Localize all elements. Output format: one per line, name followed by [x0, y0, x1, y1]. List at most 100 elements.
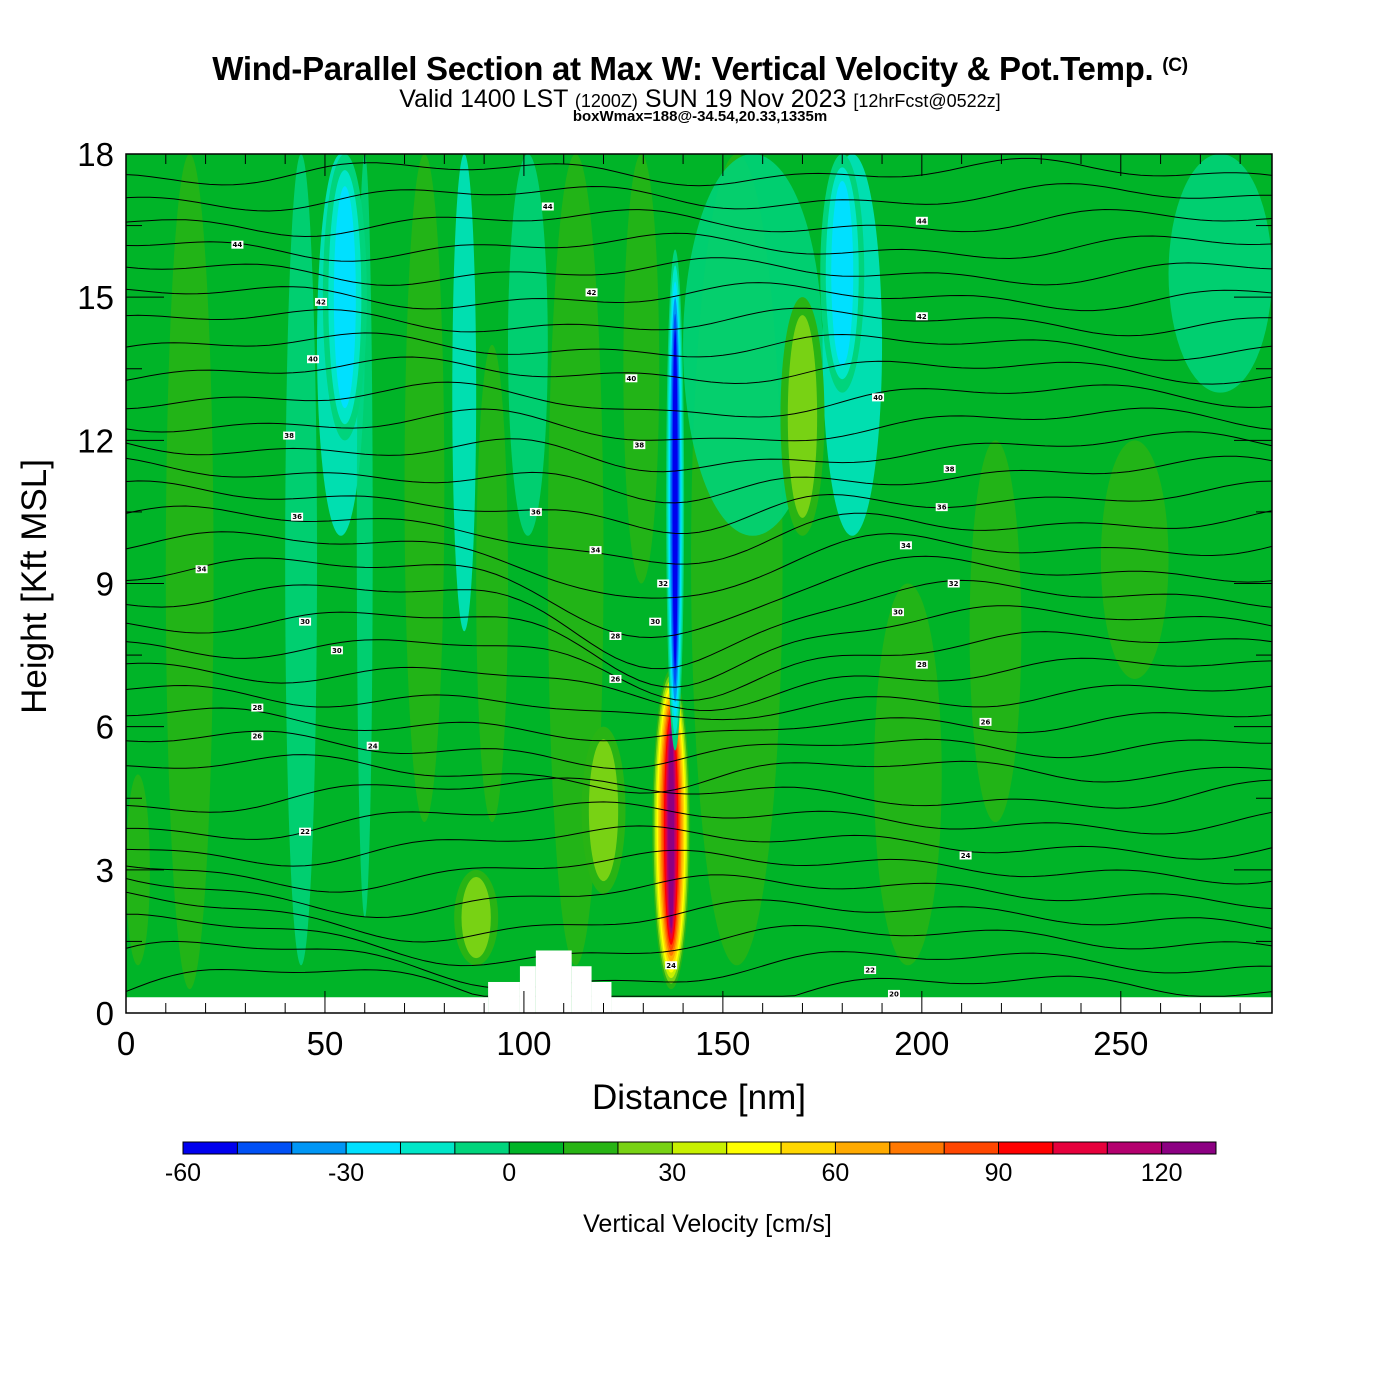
w-feature-2-level-2	[787, 315, 818, 518]
colorbar-swatch	[183, 1142, 238, 1154]
contour-label-bg	[864, 966, 877, 975]
theta-contour	[125, 407, 1273, 442]
theta-contour	[125, 968, 1273, 997]
colorbar-tick-label: 90	[985, 1159, 1013, 1187]
theta-contour	[125, 684, 1273, 721]
contour-label-bg	[299, 617, 312, 626]
theta-contour	[125, 707, 1273, 742]
y-axis-label: Height [Kft MSL]	[15, 459, 54, 714]
w-band-0	[165, 154, 214, 990]
contour-label-bg	[915, 660, 928, 669]
theta-contour	[125, 531, 1273, 599]
contour-label: 30	[300, 618, 310, 626]
contour-label-bg	[665, 961, 678, 970]
theta-contour	[125, 183, 1272, 212]
x-tick-label: 0	[117, 1025, 135, 1062]
colorbar-tick-label: 120	[1141, 1159, 1183, 1187]
chart-subtitle: Valid 1400 LST (1200Z) SUN 19 Nov 2023 […	[399, 85, 1001, 113]
theta-contour	[125, 657, 1273, 712]
colorbar-label: Vertical Velocity [cm/s]	[583, 1210, 832, 1238]
w-band-4	[404, 154, 445, 823]
contour-label-bg	[251, 703, 264, 712]
w-feature-5-level-3	[831, 180, 854, 366]
w-band-13	[969, 440, 1022, 823]
contour-label-bg	[609, 631, 622, 640]
w-feature-1-level-6	[672, 329, 678, 670]
theta-contour	[125, 825, 1273, 867]
theta-contour	[125, 605, 1273, 688]
plot-area: 44 44 44 42 42 42 40 40 40 38 38 38 36 36 36 34 34 34 32 32…	[125, 154, 1273, 1013]
contour-label-bg	[649, 617, 662, 626]
theta-contour	[125, 307, 1273, 337]
colorbar-swatch	[889, 1142, 945, 1154]
contour-label-bg	[529, 507, 542, 516]
contour-label: 38	[634, 442, 644, 450]
chart-title: Wind-Parallel Section at Max W: Vertical…	[212, 50, 1188, 87]
colorbar-swatch	[672, 1142, 728, 1154]
theta-contour	[125, 232, 1273, 262]
colorbar-swatch	[726, 1142, 782, 1154]
terrain-block	[519, 966, 536, 1013]
w-feature-4-level-3	[333, 186, 356, 409]
contour-label: 34	[901, 542, 911, 550]
contour-label-bg	[330, 646, 343, 655]
contour-label: 26	[252, 733, 262, 741]
contour-label: 30	[332, 647, 342, 655]
contour-label: 26	[611, 675, 621, 683]
contour-label-bg	[915, 312, 928, 321]
theta-contour	[125, 381, 1273, 418]
theta-contour	[125, 455, 1273, 504]
colorbar-tick-label: 60	[822, 1159, 850, 1187]
contour-label-bg	[314, 297, 327, 306]
w-feature-0-level-12	[668, 730, 675, 929]
contour-label-bg	[195, 565, 208, 574]
contour-label-bg	[291, 512, 304, 521]
contour-label-bg	[947, 579, 960, 588]
x-tick-label: 50	[307, 1025, 344, 1062]
w-feature-6-level-2	[461, 876, 491, 959]
colorbar-swatch	[346, 1142, 401, 1154]
colorbar-swatch	[835, 1142, 891, 1154]
theta-contour	[125, 282, 1273, 312]
terrain-block	[591, 981, 612, 1013]
theta-contours	[125, 157, 1273, 997]
contour-label: 24	[666, 962, 676, 970]
theta-contour	[125, 157, 1273, 187]
contour-label: 44	[543, 203, 553, 211]
colorbar-swatch	[1161, 1142, 1217, 1154]
contour-label: 40	[873, 394, 883, 402]
contour-label-bg	[633, 441, 646, 450]
colorbar-tick-label: -30	[328, 1159, 364, 1187]
contour-label: 32	[658, 580, 668, 588]
theta-contour	[125, 631, 1273, 702]
box-wmax-info: boxWmax=188@-34.54,20.33,1335m	[572, 108, 828, 125]
contour-label: 22	[865, 967, 875, 975]
theta-contour	[125, 891, 1273, 943]
x-tick-label: 250	[1093, 1025, 1148, 1062]
w-band-14	[1100, 440, 1169, 679]
y-tick-label: 6	[96, 709, 114, 746]
y-tick-label: 3	[96, 852, 114, 889]
w-band-12	[874, 583, 942, 966]
contour-label: 36	[531, 508, 541, 516]
utc-time: (1200Z)	[574, 91, 638, 111]
theta-contour	[125, 356, 1273, 385]
contour-label-bg	[943, 464, 956, 473]
contour-label: 22	[300, 828, 310, 836]
colorbar-swatch	[944, 1142, 1000, 1154]
contour-label: 32	[949, 580, 959, 588]
terrain-block	[571, 966, 592, 1013]
theta-contour	[125, 208, 1273, 238]
contour-label-bg	[541, 202, 554, 211]
forecast-info: [12hrFcst@0522z]	[853, 91, 1001, 111]
contour-label: 34	[197, 566, 207, 574]
colorbar-frame	[182, 1141, 1217, 1155]
contour-label: 42	[917, 313, 927, 321]
contour-label-bg	[283, 431, 296, 440]
colorbar-swatch	[1052, 1142, 1108, 1154]
contour-label-bg	[625, 374, 638, 383]
y-tick-label: 9	[96, 566, 114, 603]
contour-label: 28	[252, 704, 262, 712]
colorbar-swatch	[509, 1142, 565, 1154]
contour-label-bg	[959, 851, 972, 860]
